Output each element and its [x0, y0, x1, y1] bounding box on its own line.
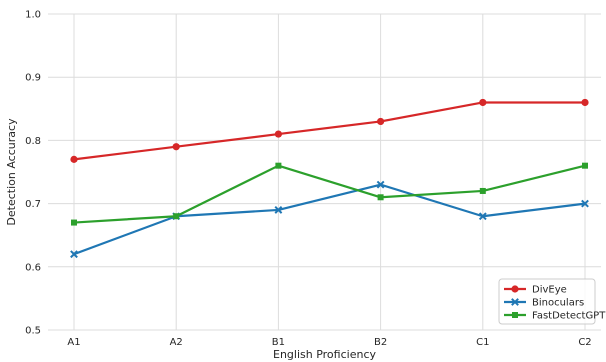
x-tick-label: A1: [67, 337, 80, 348]
legend-marker: [511, 285, 518, 292]
legend: DivEye Binoculars FastDetectGPT: [499, 279, 606, 324]
y-tick-labels: 0.5 0.6 0.7 0.8 0.9 1.0: [25, 10, 41, 337]
legend-label: FastDetectGPT: [532, 311, 606, 322]
y-tick-label: 0.7: [25, 199, 41, 210]
y-tick-label: 0.9: [25, 73, 41, 84]
data-point-fastdetectgpt: [378, 194, 384, 200]
data-point-fastdetectgpt: [173, 213, 179, 219]
y-tick-label: 0.6: [25, 262, 41, 273]
data-point-diveye: [479, 99, 486, 106]
legend-label: Binoculars: [532, 298, 584, 309]
x-axis-title: English Proficiency: [273, 348, 376, 361]
data-point-diveye: [377, 118, 384, 125]
x-tick-labels: A1 A2 B1 B2 C1 C2: [67, 337, 591, 348]
y-axis-title: Detection Accuracy: [5, 118, 18, 226]
data-point-fastdetectgpt: [582, 163, 588, 169]
data-point-fastdetectgpt: [71, 220, 77, 226]
data-point-diveye: [173, 143, 180, 150]
data-point-diveye: [70, 156, 77, 163]
legend-label: DivEye: [532, 285, 567, 296]
x-tick-label: C2: [578, 337, 591, 348]
legend-marker: [512, 312, 518, 318]
data-point-diveye: [581, 99, 588, 106]
x-tick-label: B1: [272, 337, 285, 348]
y-tick-label: 0.5: [25, 326, 41, 337]
data-point-diveye: [275, 130, 282, 137]
y-tick-label: 0.8: [25, 136, 41, 147]
x-tick-label: A2: [170, 337, 183, 348]
x-tick-label: C1: [476, 337, 489, 348]
y-tick-label: 1.0: [25, 10, 41, 21]
x-tick-label: B2: [374, 337, 387, 348]
data-point-fastdetectgpt: [480, 188, 486, 194]
data-point-fastdetectgpt: [275, 163, 281, 169]
